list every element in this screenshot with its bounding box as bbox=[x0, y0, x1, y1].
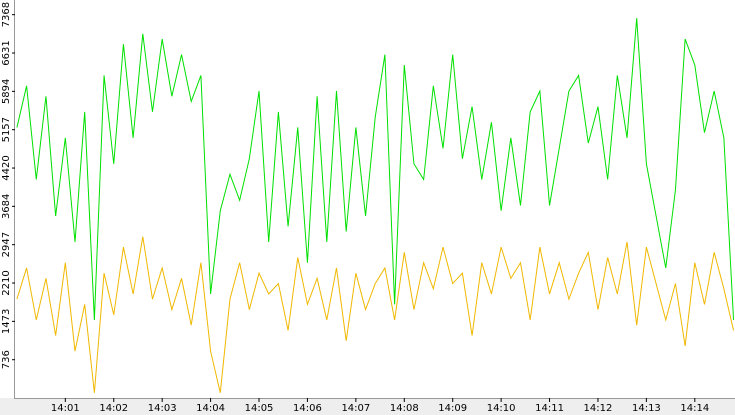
x-tick-label: 14:10 bbox=[487, 403, 516, 414]
x-tick-label: 14:11 bbox=[535, 403, 564, 414]
x-tick-label: 14:07 bbox=[341, 403, 370, 414]
x-tick-label: 14:14 bbox=[680, 403, 709, 414]
y-tick-label: 6631 bbox=[1, 40, 12, 65]
y-tick-label: 736 bbox=[1, 350, 12, 369]
y-tick-label: 2210 bbox=[1, 270, 12, 295]
x-tick-label: 14:05 bbox=[245, 403, 274, 414]
series-line bbox=[16, 236, 735, 393]
x-axis-strip bbox=[0, 398, 735, 415]
x-tick-label: 14:09 bbox=[438, 403, 467, 414]
x-tick-label: 14:01 bbox=[51, 403, 80, 414]
series-line bbox=[16, 18, 735, 320]
x-tick-label: 14:06 bbox=[293, 403, 322, 414]
x-tick-label: 14:08 bbox=[390, 403, 419, 414]
x-tick-label: 14:13 bbox=[632, 403, 661, 414]
x-tick-label: 14:04 bbox=[196, 403, 225, 414]
x-tick-label: 14:12 bbox=[584, 403, 613, 414]
y-tick-label: 5157 bbox=[1, 117, 12, 142]
x-tick-label: 14:03 bbox=[148, 403, 177, 414]
y-tick-label: 1473 bbox=[1, 309, 12, 334]
y-tick-label: 7368 bbox=[1, 2, 12, 27]
y-tick-label: 5894 bbox=[1, 79, 12, 104]
y-tick-label: 4420 bbox=[1, 155, 12, 180]
y-tick-label: 3684 bbox=[1, 194, 12, 219]
y-tick-label: 2947 bbox=[1, 232, 12, 257]
x-tick-label: 14:02 bbox=[99, 403, 128, 414]
